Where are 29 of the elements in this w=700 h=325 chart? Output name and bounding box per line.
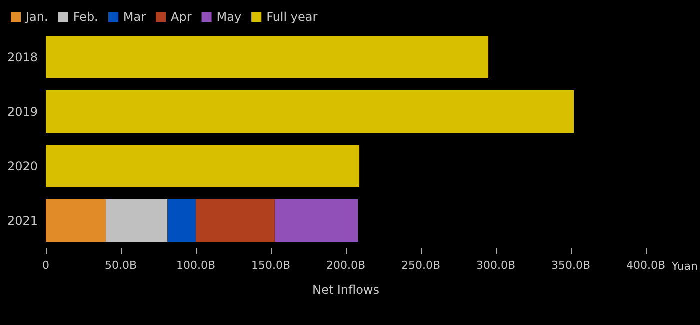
y-tick-label: 2021 xyxy=(7,214,38,228)
legend-label: May xyxy=(216,10,242,24)
y-tick-label: 2019 xyxy=(7,104,38,119)
bar xyxy=(106,199,168,242)
y-tick-label: 2018 xyxy=(7,50,38,64)
legend-label: Apr xyxy=(171,10,192,24)
bar xyxy=(196,199,275,242)
x-tick-label: 150.0B xyxy=(251,259,291,272)
text: Yuan xyxy=(670,260,698,273)
bar xyxy=(168,199,196,242)
y-tick-label: 2020 xyxy=(7,159,38,174)
x-tick-label: 100.0B xyxy=(176,259,216,272)
x-tick-label: 300.0B xyxy=(476,259,516,272)
x-tick-label: 0 xyxy=(42,259,50,272)
legend-label: Full year xyxy=(266,10,318,24)
bar xyxy=(46,36,488,79)
legend-label: Jan. xyxy=(25,10,48,24)
x-tick-label: 400.0B xyxy=(626,259,666,272)
x-tick-label: 200.0B xyxy=(326,259,366,272)
bar xyxy=(274,199,358,242)
x-axis-title: Net Inflows xyxy=(312,283,380,297)
x-tick-label: 50.0B xyxy=(104,259,138,272)
bar xyxy=(46,90,574,134)
x-tick-label: 250.0B xyxy=(401,259,441,272)
bar xyxy=(46,144,360,188)
legend-label: Feb. xyxy=(73,10,98,24)
x-tick-label: 350.0B xyxy=(551,259,591,272)
legend-label: Mar xyxy=(123,10,146,24)
bar xyxy=(46,199,106,242)
